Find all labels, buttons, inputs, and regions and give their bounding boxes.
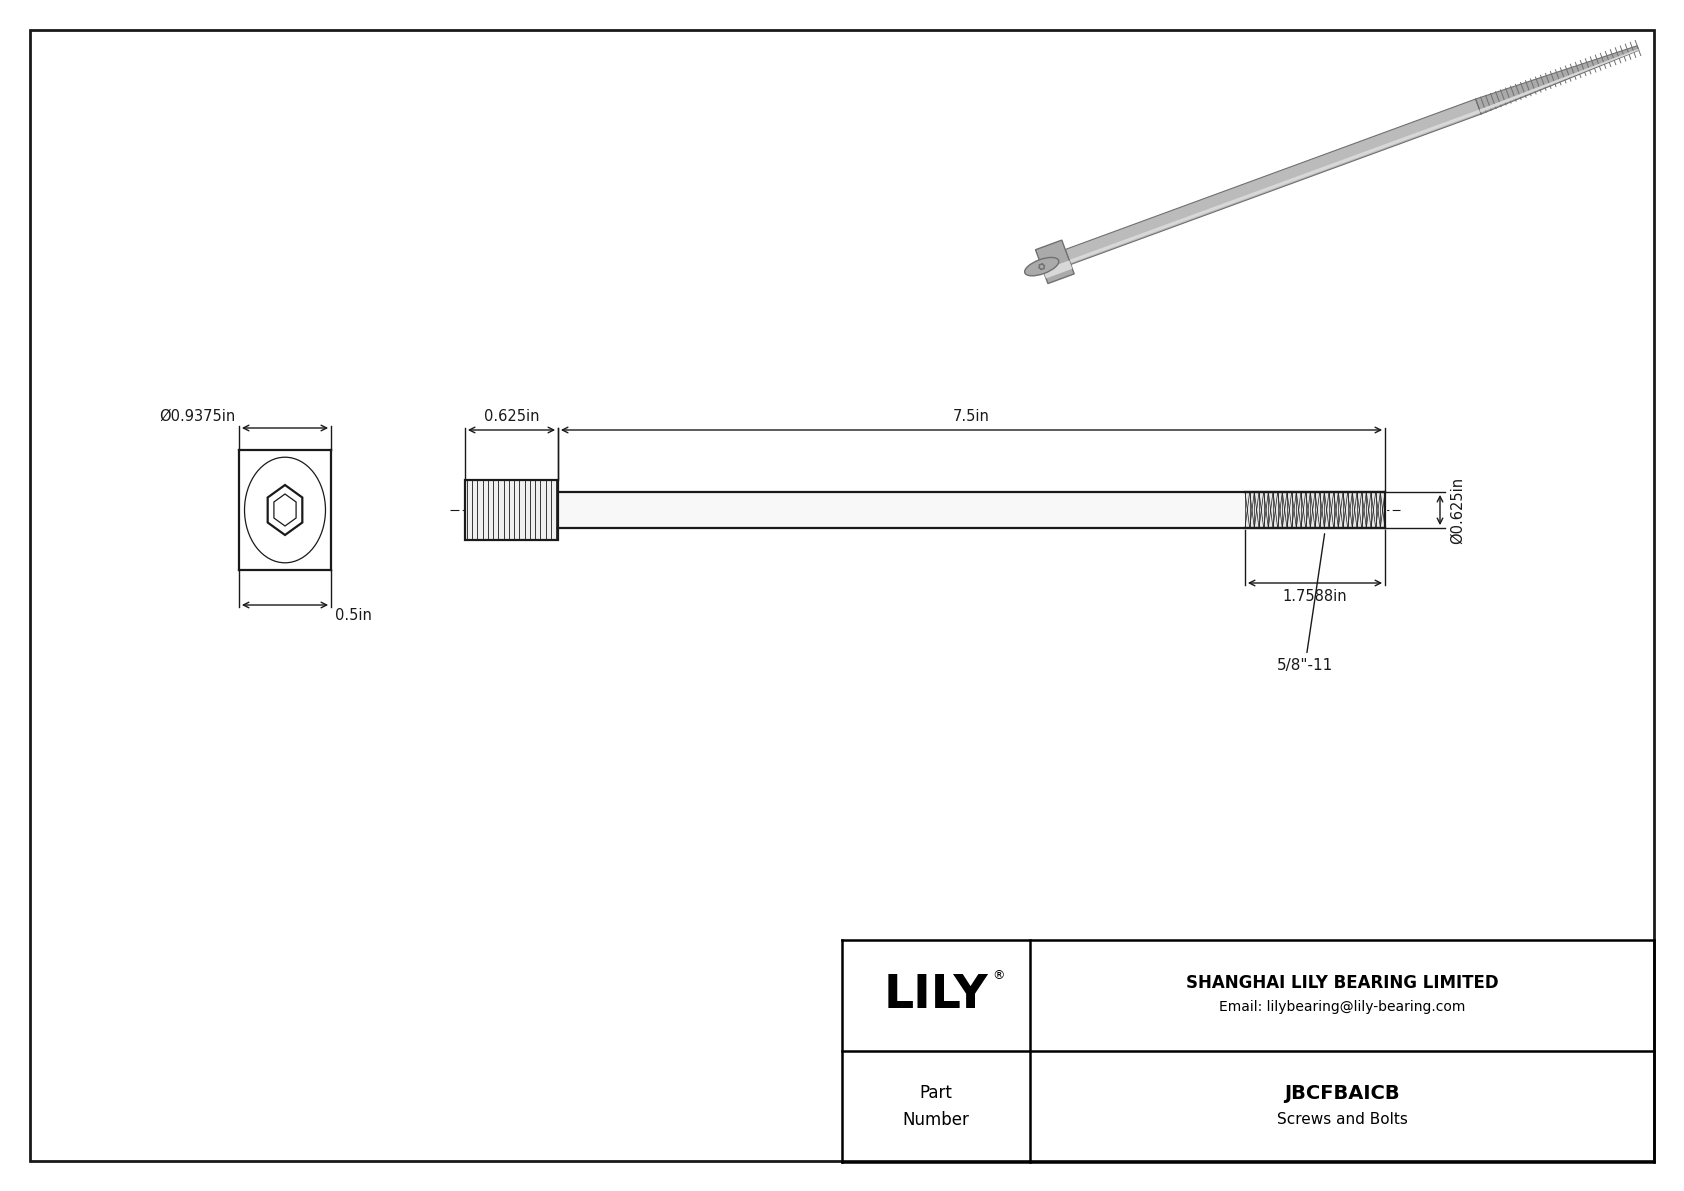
Text: SHANGHAI LILY BEARING LIMITED: SHANGHAI LILY BEARING LIMITED — [1186, 974, 1499, 992]
Polygon shape — [1042, 261, 1073, 279]
Bar — [557, 492, 1384, 528]
Text: 5/8"-11: 5/8"-11 — [1276, 534, 1334, 673]
Ellipse shape — [1024, 257, 1059, 276]
Text: 1.7588in: 1.7588in — [1283, 590, 1347, 604]
Text: LILY: LILY — [884, 973, 989, 1018]
Text: Ø0.625in: Ø0.625in — [1450, 476, 1465, 543]
Text: Screws and Bolts: Screws and Bolts — [1276, 1112, 1408, 1127]
Polygon shape — [1066, 99, 1482, 264]
Text: ®: ® — [992, 969, 1004, 983]
Polygon shape — [1480, 49, 1639, 112]
Bar — [1244, 492, 1384, 528]
Text: Email: lilybearing@lily-bearing.com: Email: lilybearing@lily-bearing.com — [1219, 1000, 1465, 1015]
Polygon shape — [1475, 45, 1639, 114]
Bar — [465, 480, 557, 540]
Text: 7.5in: 7.5in — [953, 409, 990, 424]
Text: JBCFBAICB: JBCFBAICB — [1285, 1084, 1399, 1103]
Text: Ø0.9375in: Ø0.9375in — [158, 409, 236, 424]
Text: 0.625in: 0.625in — [483, 409, 539, 424]
Text: 0.5in: 0.5in — [335, 607, 372, 623]
Polygon shape — [1036, 241, 1074, 283]
Text: Part
Number: Part Number — [903, 1084, 970, 1129]
Polygon shape — [1069, 110, 1480, 263]
